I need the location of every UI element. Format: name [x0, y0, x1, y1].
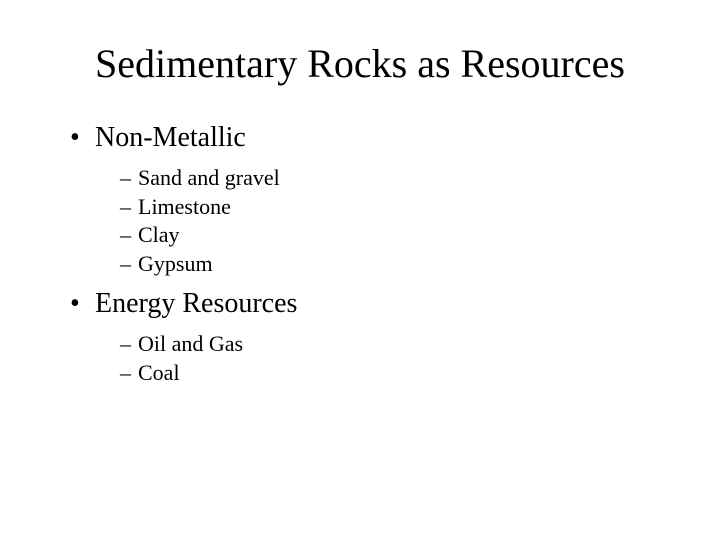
list-item: –Limestone [120, 193, 670, 222]
item-text: Sand and gravel [138, 165, 280, 190]
bullet-icon: • [70, 122, 95, 154]
list-item: –Oil and Gas [120, 330, 670, 359]
slide-container: Sedimentary Rocks as Resources •Non-Meta… [0, 0, 720, 540]
dash-icon: – [120, 193, 138, 222]
bullet-icon: • [70, 288, 95, 320]
item-text: Clay [138, 222, 180, 247]
heading-text: Non-Metallic [95, 122, 246, 153]
section-heading: •Non-Metallic [70, 122, 670, 154]
dash-icon: – [120, 359, 138, 388]
item-text: Oil and Gas [138, 331, 243, 356]
item-text: Gypsum [138, 251, 213, 276]
item-text: Coal [138, 360, 180, 385]
section-heading: •Energy Resources [70, 288, 670, 320]
heading-text: Energy Resources [95, 288, 297, 319]
dash-icon: – [120, 164, 138, 193]
section-1: •Non-Metallic –Sand and gravel –Limeston… [50, 122, 670, 278]
dash-icon: – [120, 330, 138, 359]
list-item: –Sand and gravel [120, 164, 670, 193]
list-item: –Clay [120, 221, 670, 250]
slide-title: Sedimentary Rocks as Resources [50, 40, 670, 87]
dash-icon: – [120, 250, 138, 279]
list-item: –Coal [120, 359, 670, 388]
item-text: Limestone [138, 194, 231, 219]
dash-icon: – [120, 221, 138, 250]
list-item: –Gypsum [120, 250, 670, 279]
section-2: •Energy Resources –Oil and Gas –Coal [50, 288, 670, 387]
